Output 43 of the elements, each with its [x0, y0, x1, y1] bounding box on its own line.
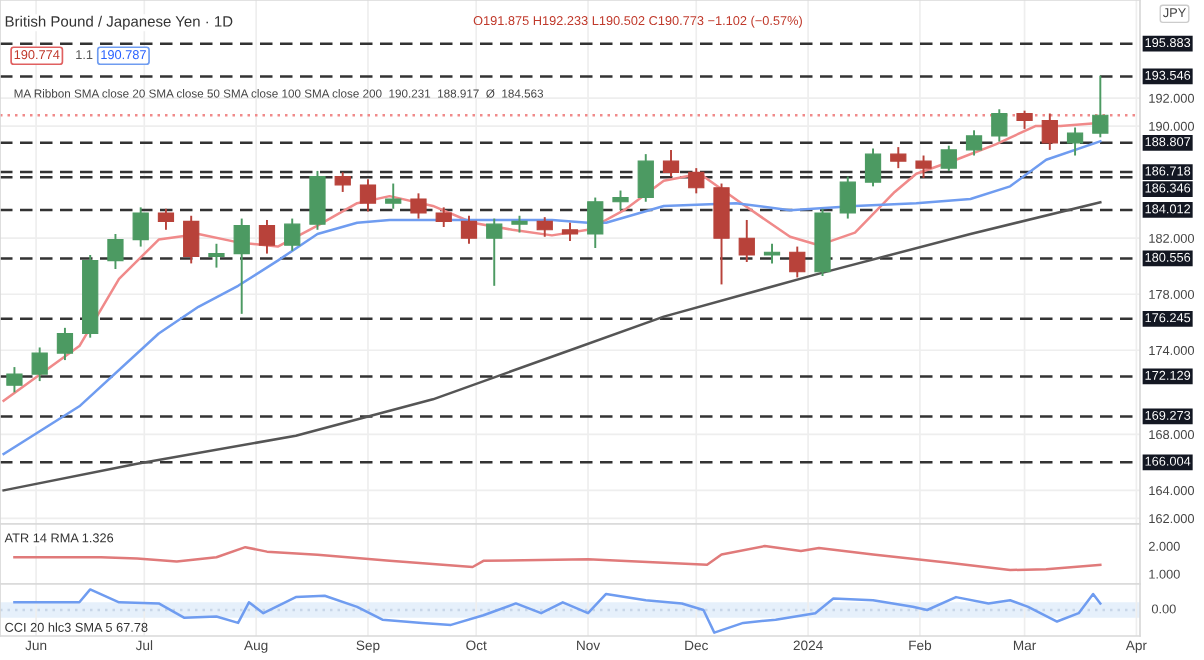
candlestick — [789, 245, 806, 279]
candlestick — [940, 144, 957, 172]
candlestick — [233, 217, 250, 315]
candlestick — [410, 192, 427, 220]
candlestick — [991, 108, 1008, 143]
candlestick — [258, 219, 276, 255]
candlestick — [688, 167, 705, 195]
candlestick — [6, 366, 23, 394]
candlestick — [536, 216, 553, 238]
candlestick — [359, 178, 377, 213]
candlestick — [839, 175, 856, 220]
candlestick — [132, 206, 149, 248]
candlestick — [183, 214, 200, 265]
candlestick — [208, 242, 225, 269]
candlestick — [157, 207, 175, 231]
candlestick — [738, 219, 755, 263]
candlestick — [460, 214, 478, 245]
line-series — [2, 140, 1102, 456]
candlestick — [1066, 126, 1084, 157]
candlestick — [486, 217, 503, 287]
candlestick — [435, 206, 452, 228]
candlestick — [1041, 112, 1058, 151]
candlestick — [284, 217, 301, 252]
candlestick — [385, 182, 402, 210]
candlestick — [1092, 74, 1109, 139]
candlestick — [587, 196, 604, 249]
candlestick — [915, 154, 932, 179]
line-series — [2, 201, 1102, 492]
candlestick — [31, 346, 48, 383]
candlestick — [612, 189, 629, 212]
candlestick — [309, 169, 326, 231]
candlestick — [561, 221, 579, 242]
candlestick — [763, 242, 781, 265]
candlestick — [334, 171, 351, 193]
candlestick — [107, 233, 124, 270]
candlestick — [1016, 109, 1033, 130]
candlestick — [965, 129, 983, 157]
candlestick — [637, 153, 654, 203]
candlestick — [864, 147, 882, 188]
candlestick — [662, 148, 680, 178]
candlestick — [56, 326, 74, 362]
line-series — [13, 544, 1102, 572]
candlestick — [890, 146, 907, 170]
